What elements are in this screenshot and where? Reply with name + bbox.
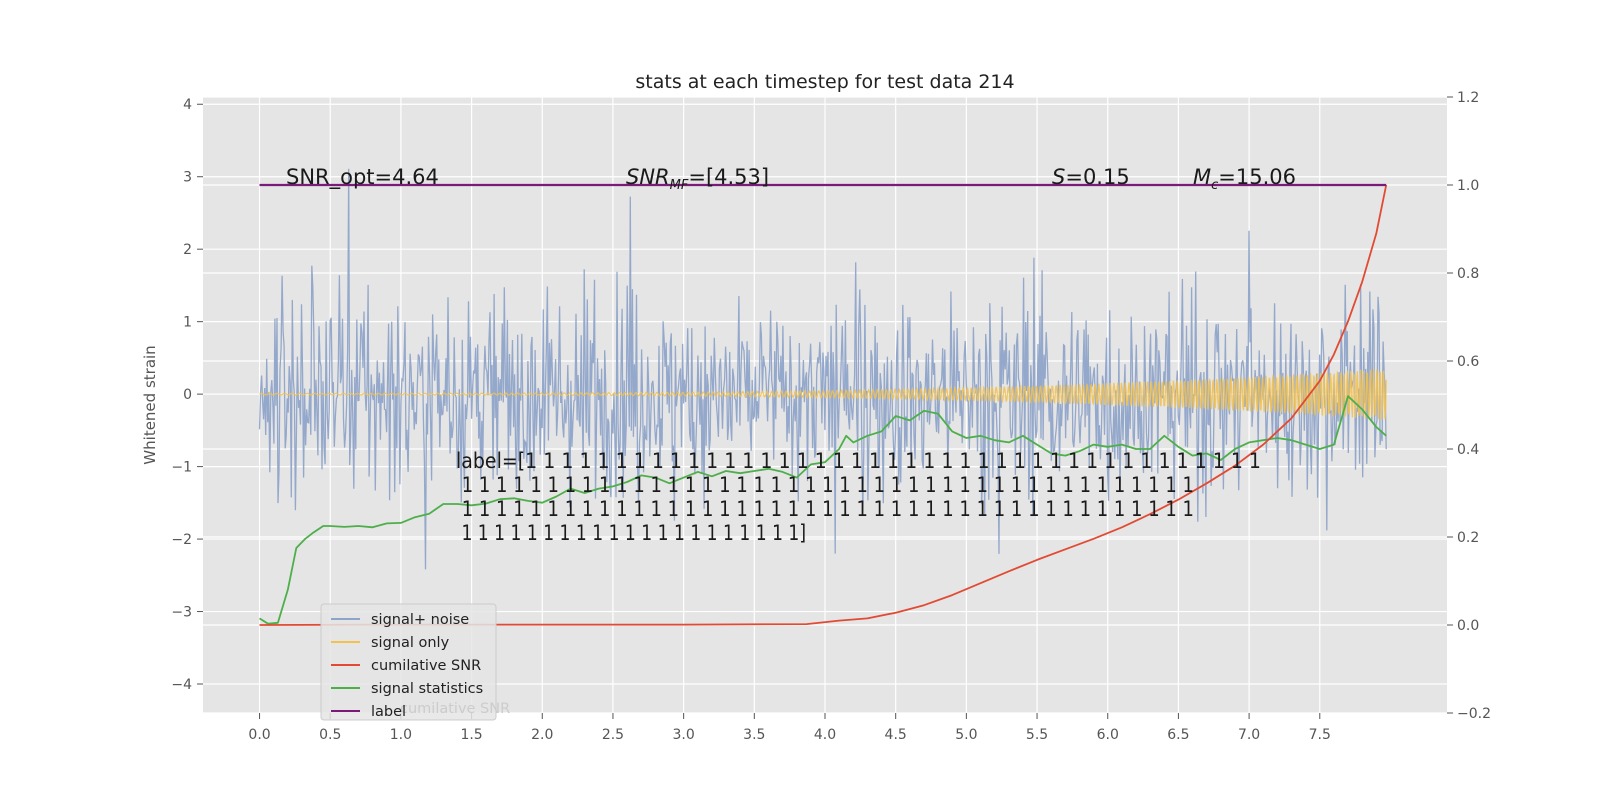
x-tick-label: 4.0 xyxy=(814,727,836,743)
snr-mf-annotation: SNRMF=[4.53] xyxy=(626,165,769,193)
legend-box xyxy=(320,603,497,721)
x-tick-label: 5.5 xyxy=(1026,727,1048,743)
x-tick-label: 5.0 xyxy=(955,727,977,743)
x-tick-label: 0.5 xyxy=(319,727,341,743)
legend-entries: signal+ noise signal only cumilative SNR si… xyxy=(331,612,483,720)
legend-label: label xyxy=(371,704,406,720)
x-tick-label: 6.0 xyxy=(1097,727,1119,743)
s-annotation: S=0.15 xyxy=(1052,165,1130,189)
legend-ghost-text: cumilative SNR xyxy=(400,701,510,717)
y-tick-label: 1 xyxy=(183,315,192,331)
y2-tick-label: −0.2 xyxy=(1457,706,1491,722)
snr-mf-sub: MF xyxy=(670,178,689,193)
label-line-4: 1 1 1 1 1 1 1 1 1 1 1 1 1 1 1 1 1 1 1 1 … xyxy=(456,521,806,545)
legend-label: signal+ noise xyxy=(371,612,469,628)
x-axis-ticks: 0.0 0.5 1.0 1.5 2.0 2.5 3.0 3.5 4.0 4.5 5.0 5.5 6.0 6… xyxy=(248,713,1331,743)
legend: cumilative SNR signal+ noise signal only c… xyxy=(320,603,510,721)
label-line-1: label=[1 1 1 1 1 1 1 1 1 1 1 1 1 1 1 1 1… xyxy=(456,449,1261,473)
x-tick-label: 3.5 xyxy=(743,727,765,743)
mc-sub: c xyxy=(1211,178,1218,193)
legend-label: signal only xyxy=(371,635,450,651)
y2-tick-label: 0.6 xyxy=(1457,354,1479,370)
signal-noise-line xyxy=(258,168,1387,570)
y2-axis-ticks: 1.2 1.0 0.8 0.6 0.4 0.2 0.0 −0.2 xyxy=(1447,90,1491,722)
y2-tick-label: 0.2 xyxy=(1457,530,1479,546)
label-line-3: 1 1 1 1 1 1 1 1 1 1 1 1 1 1 1 1 1 1 1 1 … xyxy=(456,497,1194,521)
y2-tick-label: 1.2 xyxy=(1457,90,1479,106)
snr-mf-value: =[4.53] xyxy=(688,165,769,189)
label-array-annotation: label=[1 1 1 1 1 1 1 1 1 1 1 1 1 1 1 1 1… xyxy=(456,449,1261,545)
signal-statistics-line xyxy=(259,395,1387,625)
y2-tick-label: 0.0 xyxy=(1457,618,1479,634)
legend-label: signal statistics xyxy=(371,681,483,697)
signal-only-line xyxy=(259,368,1387,420)
y-tick-label: −3 xyxy=(171,605,192,621)
mc-main: M xyxy=(1193,165,1211,189)
x-tick-label: 2.5 xyxy=(602,727,624,743)
x-tick-label: 1.5 xyxy=(460,727,482,743)
x-tick-label: 7.0 xyxy=(1238,727,1260,743)
s-value: =0.15 xyxy=(1065,165,1129,189)
label-line-2: 1 1 1 1 1 1 1 1 1 1 1 1 1 1 1 1 1 1 1 1 … xyxy=(456,473,1194,497)
chart-title: stats at each timestep for test data 214 xyxy=(635,71,1014,93)
y-tick-label: −4 xyxy=(171,677,192,693)
mc-annotation: Mc=15.06 xyxy=(1193,165,1296,193)
mc-value: =15.06 xyxy=(1218,165,1296,189)
signal-noise-series xyxy=(258,168,1387,570)
x-tick-label: 6.5 xyxy=(1167,727,1189,743)
snr-mf-main: SNR xyxy=(626,165,670,189)
right-axis-series xyxy=(259,183,1388,626)
y-tick-label: 2 xyxy=(183,242,192,258)
y-axis-ticks: 4 3 2 1 0 −1 −2 −3 −4 xyxy=(171,97,203,693)
y-tick-label: 3 xyxy=(183,170,192,186)
x-tick-label: 4.5 xyxy=(885,727,907,743)
y-tick-label: −2 xyxy=(171,532,192,548)
y2-tick-label: 0.8 xyxy=(1457,266,1479,282)
y-tick-label: −1 xyxy=(171,460,192,476)
x-tick-label: 2.0 xyxy=(531,727,553,743)
y-axis-label: Whitened strain xyxy=(141,345,159,464)
x-tick-label: 1.0 xyxy=(390,727,412,743)
y-tick-label: 4 xyxy=(183,97,192,113)
y2-tick-label: 1.0 xyxy=(1457,178,1479,194)
signal-only-series xyxy=(259,368,1387,420)
legend-label: cumilative SNR xyxy=(371,658,481,674)
snr-opt-annotation: SNR_opt=4.64 xyxy=(286,165,439,190)
cumilative-snr-line xyxy=(259,184,1388,626)
x-tick-label: 7.5 xyxy=(1309,727,1331,743)
x-tick-label: 3.0 xyxy=(673,727,695,743)
s-main: S xyxy=(1052,165,1065,189)
y-tick-label: 0 xyxy=(183,387,192,403)
y2-tick-label: 0.4 xyxy=(1457,442,1479,458)
x-tick-label: 0.0 xyxy=(248,727,270,743)
